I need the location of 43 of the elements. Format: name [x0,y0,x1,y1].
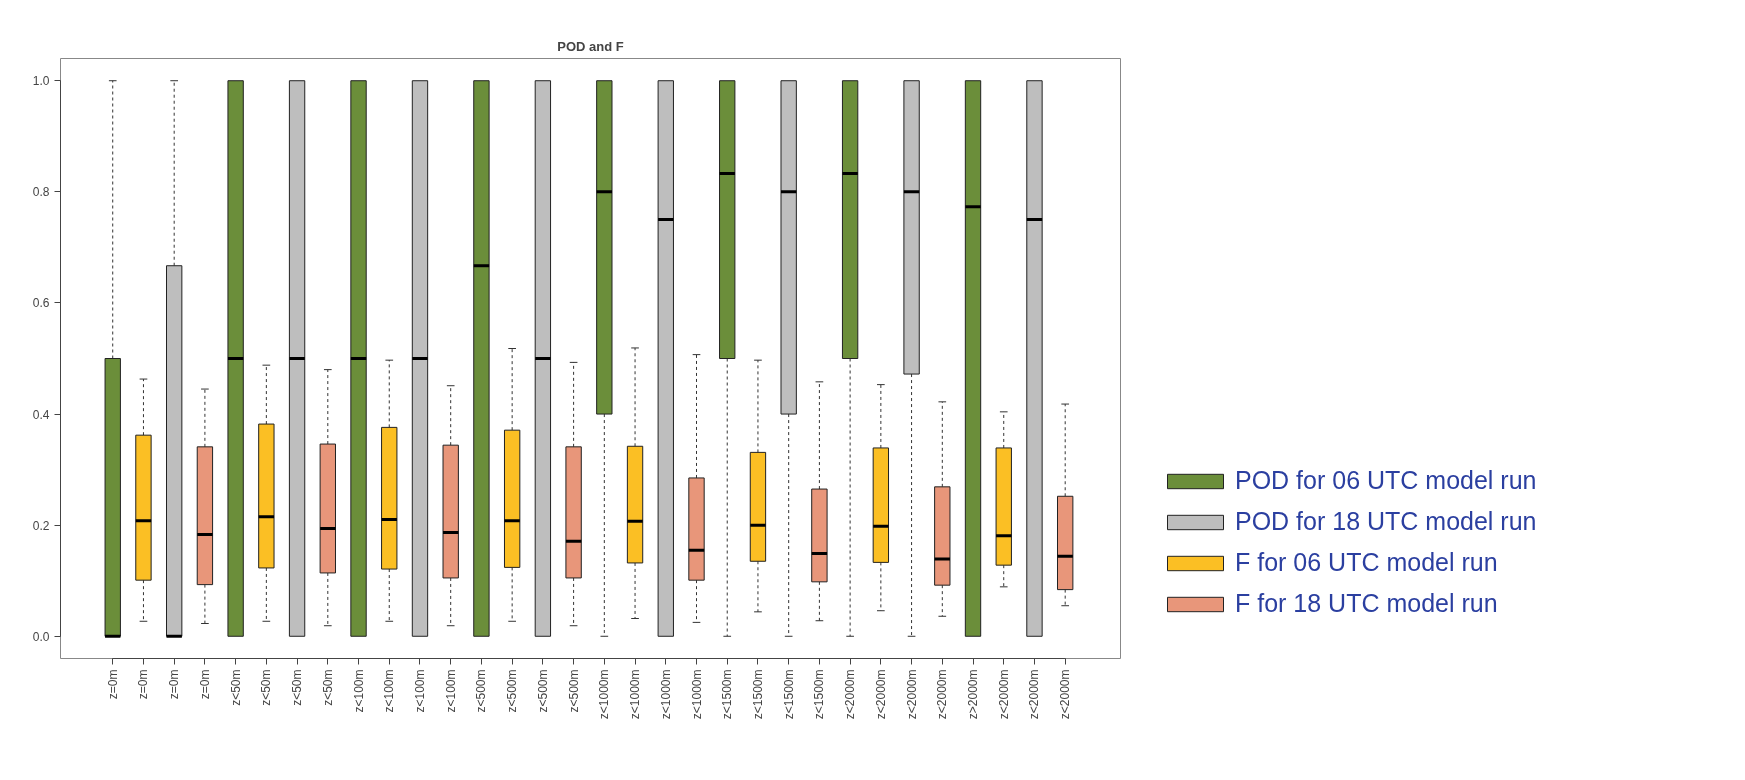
x-tick-label: z<100m [382,669,397,713]
x-tick-label: z<50m [290,669,305,706]
x-tick-label: z<1000m [658,669,673,720]
x-tick-label: z<2000m [843,669,858,720]
x-tick-label: z<2000m [904,669,919,720]
legend-label: F for 06 UTC model run [1235,548,1498,577]
x-tick-label: z<2000m [1027,669,1042,720]
x-tick-label: z<500m [474,669,489,713]
x-tick-label: z<2000m [1058,669,1073,720]
x-tick-label: z<50m [320,669,335,706]
x-tick-label: z=0m [167,669,182,700]
legend-label: POD for 18 UTC model run [1235,507,1537,536]
x-tick-label: z<2000m [873,669,888,720]
x-tick-label: z=0m [197,669,212,700]
x-tick-label: z<1500m [750,669,765,720]
x-tick-label: z=0m [136,669,151,700]
y-tick-label: 0.2 [32,518,50,533]
x-tick-label: z<1500m [781,669,796,720]
x-tick-label: z<500m [535,669,550,713]
legend-label: POD for 06 UTC model run [1235,466,1537,495]
x-tick-label: z<50m [259,669,274,706]
y-tick-label: 1.0 [32,74,50,89]
y-tick-label: 0.6 [32,296,50,311]
x-tick-label: z<2000m [996,669,1011,720]
x-tick-label: z<100m [443,669,458,713]
y-tick-label: 0.8 [32,185,50,200]
x-tick-label: z>2000m [966,669,981,720]
x-tick-label: z<100m [351,669,366,713]
y-tick-label: 0.0 [32,629,50,644]
x-tick-label: z=0m [105,669,120,700]
x-tick-label: z<1000m [597,669,612,720]
x-tick-label: z<100m [412,669,427,713]
x-tick-label: z<1000m [628,669,643,720]
x-tick-label: z<1000m [689,669,704,720]
legend-label: F for 18 UTC model run [1235,589,1498,618]
chart-title: POD and F [557,38,624,54]
x-tick-label: z<50m [228,669,243,706]
x-tick-label: z<500m [505,669,520,713]
x-tick-label: z<500m [566,669,581,713]
y-tick-label: 0.4 [32,407,50,422]
x-tick-label: z<1500m [812,669,827,720]
x-tick-label: z<1500m [720,669,735,720]
x-tick-label: z<2000m [935,669,950,720]
